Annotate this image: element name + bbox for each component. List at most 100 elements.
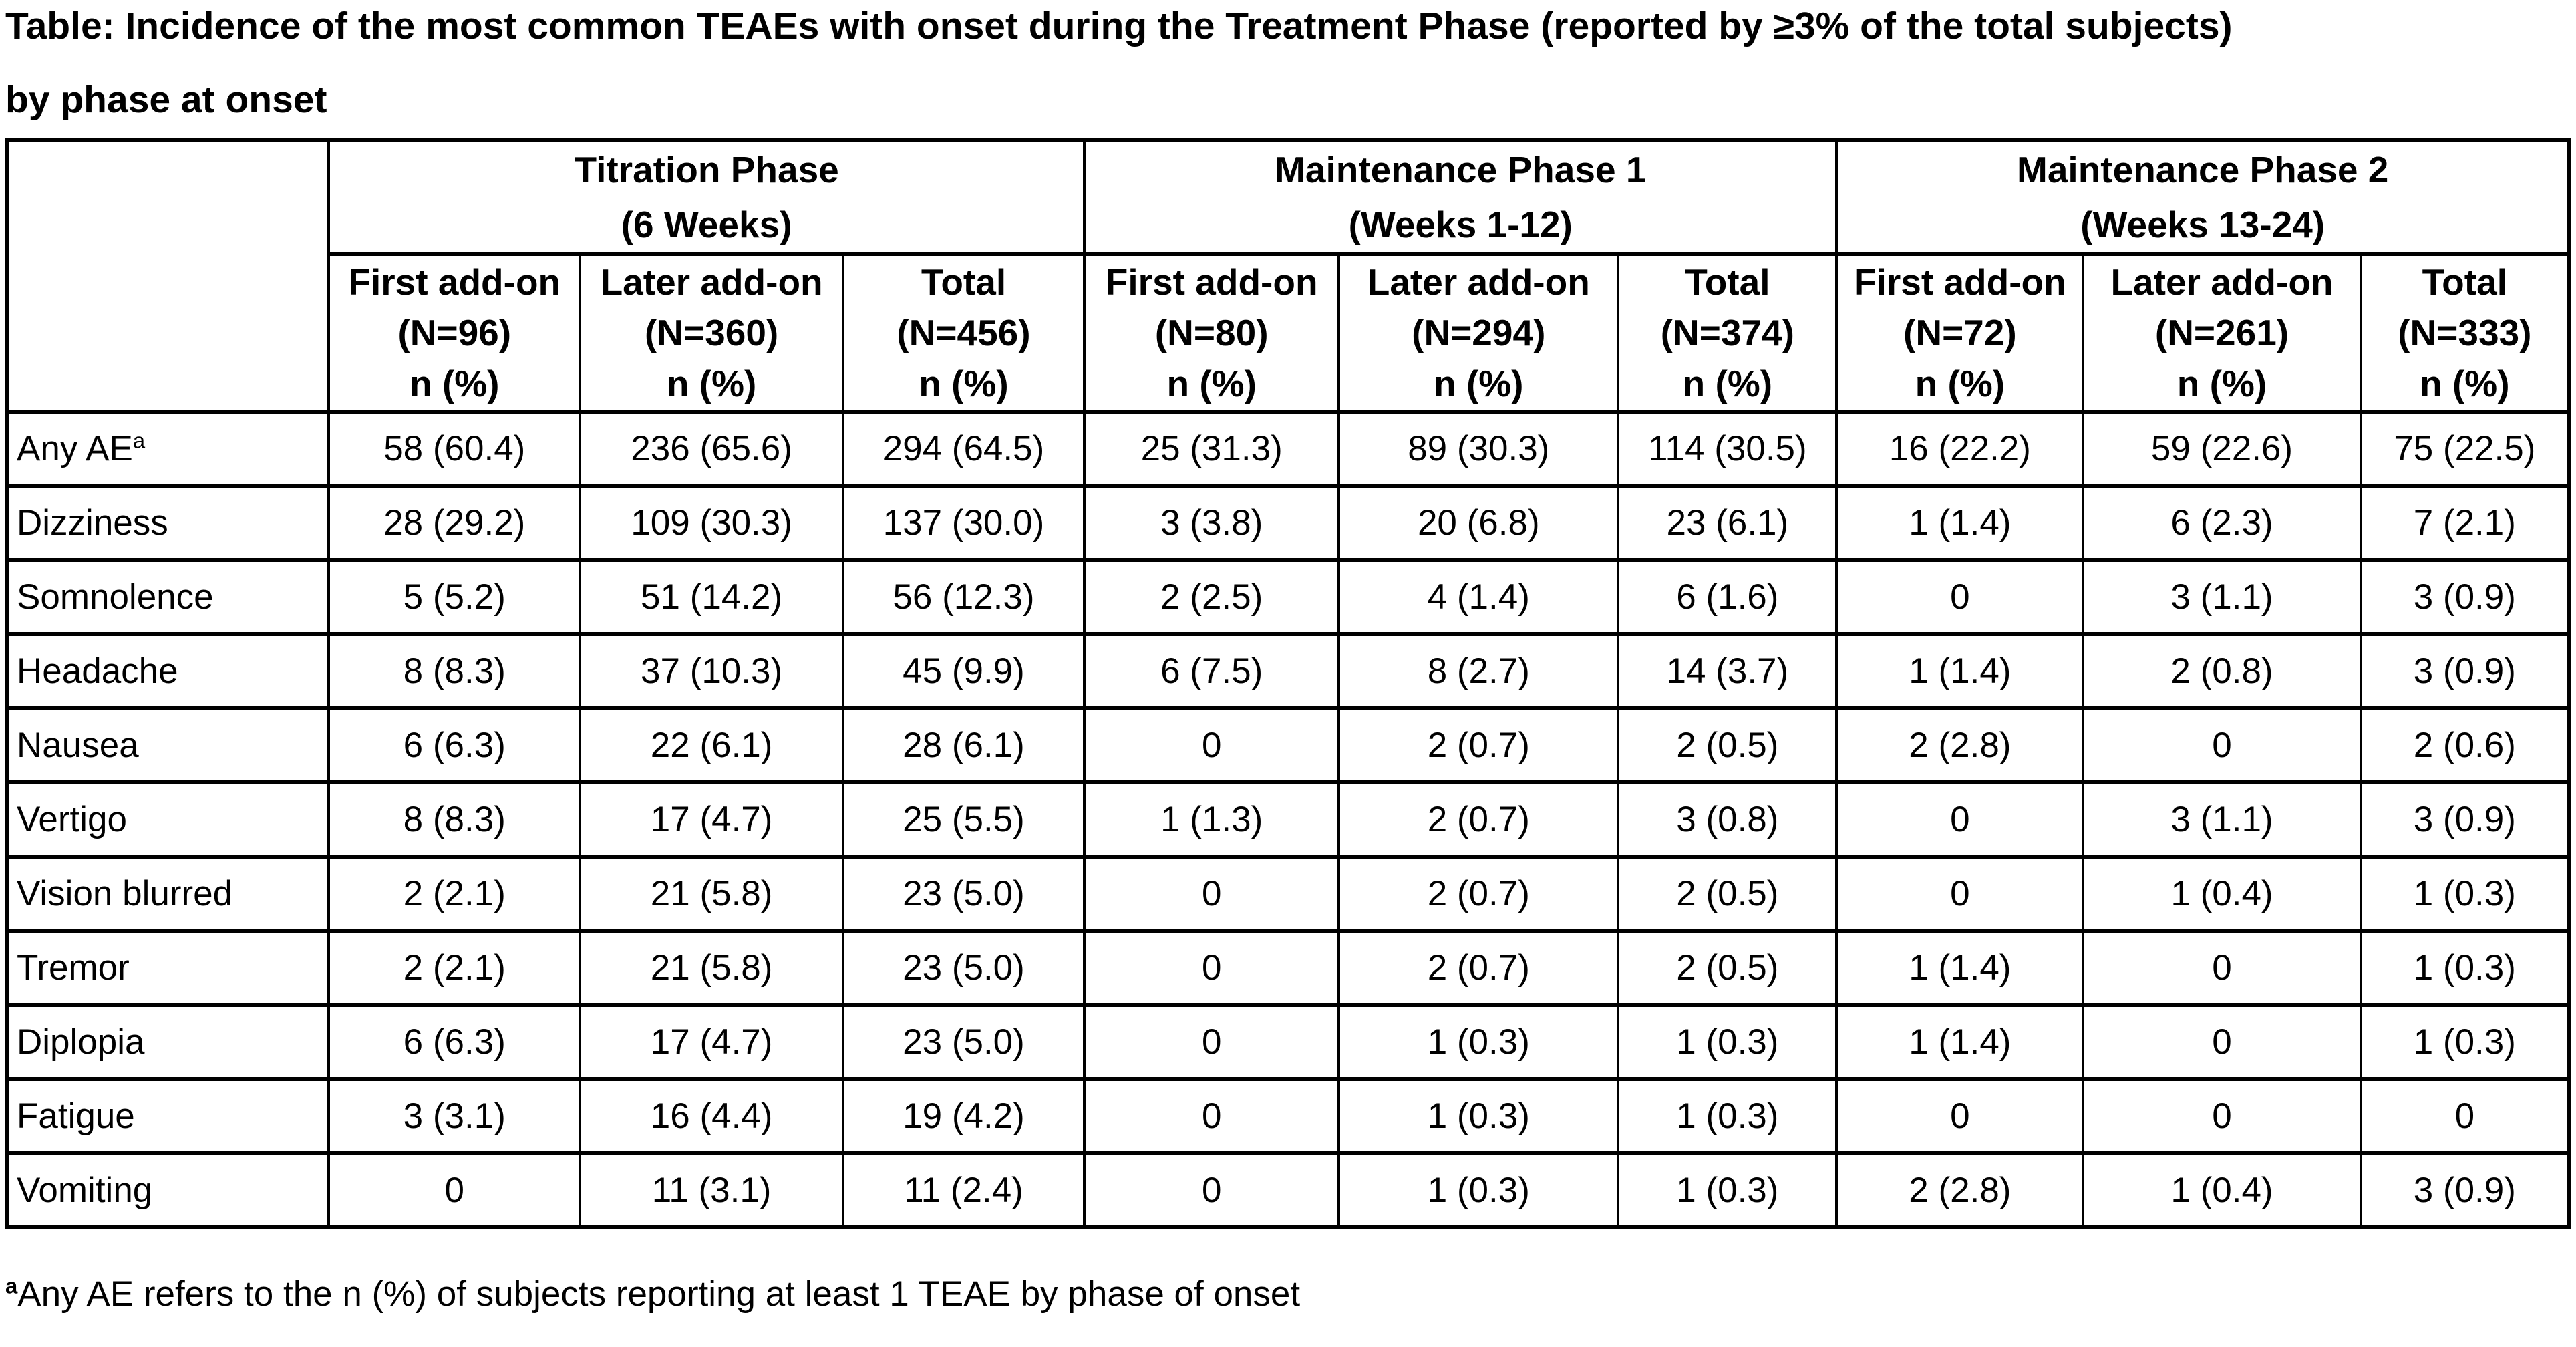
value-cell: 3 (0.9) bbox=[2359, 780, 2571, 859]
table-row: Somnolence 5 (5.2) 51 (14.2) 56 (12.3) 2 (2.… bbox=[5, 558, 2571, 636]
value-cell: 0 bbox=[327, 1151, 582, 1229]
value-cell: 28 (29.2) bbox=[327, 484, 582, 562]
row-label: Fatigue bbox=[5, 1077, 331, 1155]
value-cell: 2 (0.5) bbox=[1617, 706, 1838, 784]
value-cell: 0 bbox=[1083, 706, 1341, 784]
row-label: Dizziness bbox=[5, 484, 331, 562]
value-cell: 3 (3.8) bbox=[1083, 484, 1341, 562]
value-cell: 17 (4.7) bbox=[579, 1003, 844, 1081]
value-cell: 0 bbox=[1083, 1077, 1341, 1155]
value-cell: 0 bbox=[1835, 780, 2085, 859]
footnote: aAny AE refers to the n (%) of subjects … bbox=[5, 1274, 2576, 1314]
value-cell: 0 bbox=[2359, 1077, 2571, 1155]
footnote-text: Any AE refers to the n (%) of subjects r… bbox=[17, 1274, 1301, 1314]
value-cell: 2 (0.6) bbox=[2359, 706, 2571, 784]
value-cell: 1 (0.3) bbox=[1337, 1151, 1620, 1229]
value-cell: 51 (14.2) bbox=[579, 558, 844, 636]
phase-weeks: (6 Weeks) bbox=[621, 203, 792, 245]
value-cell: 2 (0.7) bbox=[1337, 706, 1620, 784]
value-cell: 2 (2.1) bbox=[327, 929, 582, 1007]
phase-name: Maintenance Phase 1 bbox=[1275, 148, 1647, 190]
value-cell: 2 (2.1) bbox=[327, 855, 582, 933]
value-cell: 0 bbox=[1835, 855, 2085, 933]
value-cell: 6 (7.5) bbox=[1083, 632, 1341, 710]
column-header-maintenance2-first-add-on: First add-on (N=72) n (%) bbox=[1835, 252, 2085, 414]
corner-cell bbox=[5, 138, 331, 414]
value-cell: 8 (8.3) bbox=[327, 632, 582, 710]
value-cell: 0 bbox=[1083, 1151, 1341, 1229]
value-cell: 2 (0.5) bbox=[1617, 855, 1838, 933]
value-cell: 2 (2.5) bbox=[1083, 558, 1341, 636]
value-cell: 6 (2.3) bbox=[2082, 484, 2362, 562]
value-cell: 89 (30.3) bbox=[1337, 410, 1620, 488]
value-cell: 58 (60.4) bbox=[327, 410, 582, 488]
row-label: Somnolence bbox=[5, 558, 331, 636]
value-cell: 0 bbox=[1835, 1077, 2085, 1155]
row-label: Tremor bbox=[5, 929, 331, 1007]
footnote-marker: a bbox=[5, 1273, 18, 1298]
column-header-titration-first-add-on: First add-on (N=96) n (%) bbox=[327, 252, 582, 414]
value-cell: 11 (2.4) bbox=[841, 1151, 1086, 1229]
column-header-maintenance2-later-add-on: Later add-on (N=261) n (%) bbox=[2082, 252, 2362, 414]
value-cell: 11 (3.1) bbox=[579, 1151, 844, 1229]
value-cell: 2 (0.8) bbox=[2082, 632, 2362, 710]
value-cell: 1 (0.3) bbox=[1617, 1003, 1838, 1081]
row-label: Nausea bbox=[5, 706, 331, 784]
table-title-line-1: Table: Incidence of the most common TEAE… bbox=[5, 5, 2233, 47]
value-cell: 2 (2.8) bbox=[1835, 1151, 2085, 1229]
value-cell: 236 (65.6) bbox=[579, 410, 844, 488]
value-cell: 23 (5.0) bbox=[841, 1003, 1086, 1081]
value-cell: 16 (4.4) bbox=[579, 1077, 844, 1155]
value-cell: 3 (1.1) bbox=[2082, 558, 2362, 636]
value-cell: 1 (1.4) bbox=[1835, 484, 2085, 562]
table-title-line-2: by phase at onset bbox=[5, 78, 327, 121]
phase-header-maintenance-1: Maintenance Phase 1 (Weeks 1-12) bbox=[1083, 138, 1838, 256]
value-cell: 0 bbox=[1083, 929, 1341, 1007]
value-cell: 1 (0.4) bbox=[2082, 855, 2362, 933]
value-cell: 3 (3.1) bbox=[327, 1077, 582, 1155]
table-row: Tremor 2 (2.1) 21 (5.8) 23 (5.0) 0 2 (0.7) 2 (… bbox=[5, 929, 2571, 1007]
table-row: Headache 8 (8.3) 37 (10.3) 45 (9.9) 6 (7.5) 8… bbox=[5, 632, 2571, 710]
value-cell: 137 (30.0) bbox=[841, 484, 1086, 562]
value-cell: 3 (0.8) bbox=[1617, 780, 1838, 859]
value-cell: 3 (1.1) bbox=[2082, 780, 2362, 859]
row-label: Headache bbox=[5, 632, 331, 710]
value-cell: 0 bbox=[1835, 558, 2085, 636]
column-header-maintenance1-later-add-on: Later add-on (N=294) n (%) bbox=[1337, 252, 1620, 414]
value-cell: 2 (0.5) bbox=[1617, 929, 1838, 1007]
value-cell: 1 (1.4) bbox=[1835, 632, 2085, 710]
value-cell: 1 (0.3) bbox=[1617, 1077, 1838, 1155]
phase-weeks: (Weeks 13-24) bbox=[2080, 203, 2325, 245]
table-row: Vomiting 0 11 (3.1) 11 (2.4) 0 1 (0.3) 1 (0.3)… bbox=[5, 1151, 2571, 1229]
table-row: Vertigo 8 (8.3) 17 (4.7) 25 (5.5) 1 (1.3) 2 (… bbox=[5, 780, 2571, 859]
value-cell: 2 (0.7) bbox=[1337, 929, 1620, 1007]
value-cell: 0 bbox=[2082, 1003, 2362, 1081]
value-cell: 5 (5.2) bbox=[327, 558, 582, 636]
row-label: Vomiting bbox=[5, 1151, 331, 1229]
table-body: Any AEa 58 (60.4) 236 (65.6) 294 (64.5) 25 (… bbox=[5, 410, 2571, 1229]
value-cell: 20 (6.8) bbox=[1337, 484, 1620, 562]
column-header-maintenance1-total: Total (N=374) n (%) bbox=[1617, 252, 1838, 414]
value-cell: 3 (0.9) bbox=[2359, 1151, 2571, 1229]
value-cell: 4 (1.4) bbox=[1337, 558, 1620, 636]
value-cell: 2 (2.8) bbox=[1835, 706, 2085, 784]
value-cell: 1 (0.3) bbox=[2359, 929, 2571, 1007]
value-cell: 8 (8.3) bbox=[327, 780, 582, 859]
table-row: Vision blurred 2 (2.1) 21 (5.8) 23 (5.0) 0 2 … bbox=[5, 855, 2571, 933]
value-cell: 3 (0.9) bbox=[2359, 632, 2571, 710]
value-cell: 23 (5.0) bbox=[841, 929, 1086, 1007]
value-cell: 1 (1.4) bbox=[1835, 1003, 2085, 1081]
value-cell: 1 (0.3) bbox=[2359, 1003, 2571, 1081]
value-cell: 37 (10.3) bbox=[579, 632, 844, 710]
value-cell: 23 (6.1) bbox=[1617, 484, 1838, 562]
value-cell: 0 bbox=[1083, 1003, 1341, 1081]
value-cell: 1 (1.3) bbox=[1083, 780, 1341, 859]
phase-header-maintenance-2: Maintenance Phase 2 (Weeks 13-24) bbox=[1835, 138, 2571, 256]
value-cell: 21 (5.8) bbox=[579, 855, 844, 933]
column-header-titration-total: Total (N=456) n (%) bbox=[841, 252, 1086, 414]
value-cell: 25 (31.3) bbox=[1083, 410, 1341, 488]
value-cell: 14 (3.7) bbox=[1617, 632, 1838, 710]
value-cell: 22 (6.1) bbox=[579, 706, 844, 784]
value-cell: 1 (0.3) bbox=[2359, 855, 2571, 933]
